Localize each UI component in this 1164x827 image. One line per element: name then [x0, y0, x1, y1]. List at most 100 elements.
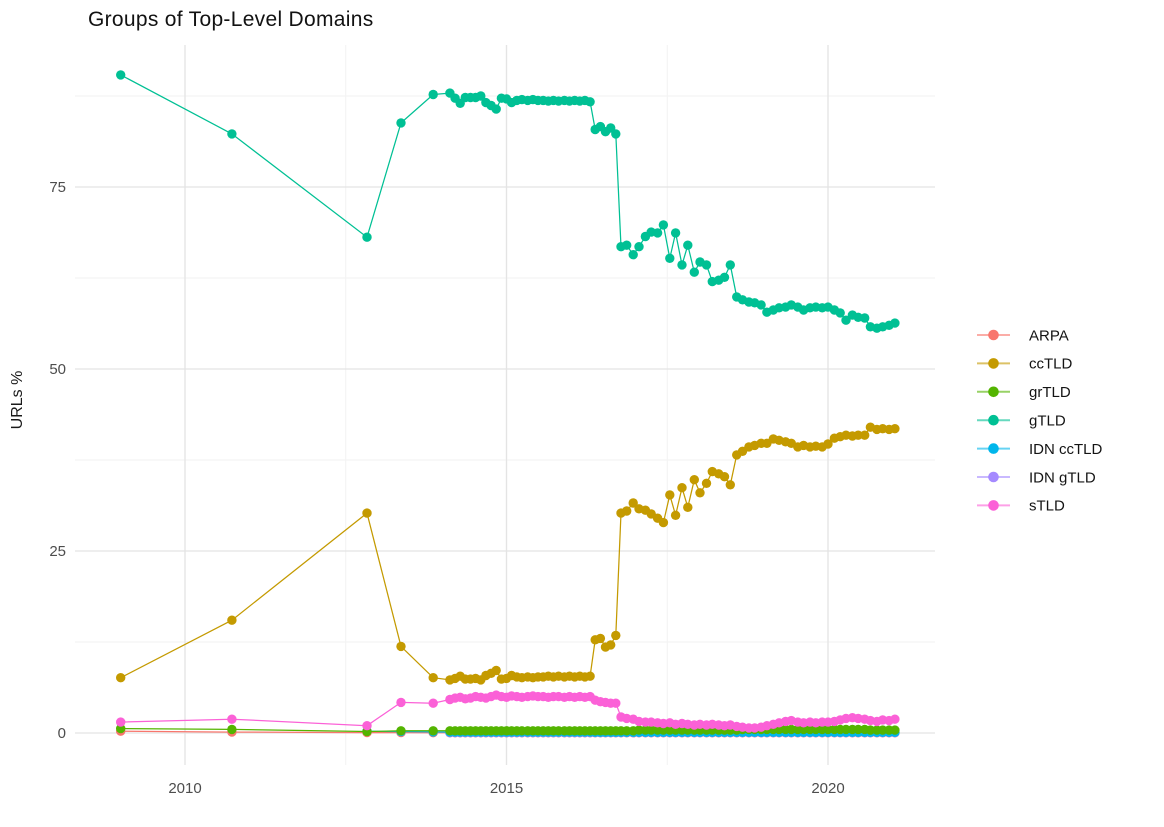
data-point	[491, 104, 501, 114]
data-point	[606, 640, 616, 650]
data-point	[396, 726, 406, 736]
gridlines	[75, 45, 935, 765]
data-point	[585, 671, 595, 681]
legend-key-point	[988, 414, 999, 426]
data-point	[670, 510, 681, 520]
legend-item-stld: sTLD	[977, 498, 1065, 515]
data-point	[116, 723, 126, 734]
data-point	[428, 673, 438, 683]
data-point	[786, 724, 796, 735]
data-point	[116, 717, 126, 727]
data-point	[670, 228, 681, 238]
data-point	[622, 726, 632, 736]
data-point	[428, 726, 438, 736]
data-point	[611, 129, 621, 139]
series-stld	[116, 690, 900, 733]
legend-item-gtld: gTLD	[977, 413, 1066, 430]
data-point	[658, 220, 669, 230]
data-point	[890, 725, 900, 735]
data-point	[689, 475, 699, 485]
data-point	[890, 424, 900, 434]
data-point	[396, 118, 406, 128]
data-point	[227, 129, 237, 139]
data-point	[860, 430, 870, 440]
data-point	[362, 721, 372, 731]
data-series	[116, 70, 900, 738]
data-point	[853, 724, 863, 735]
data-point	[362, 508, 372, 518]
data-point	[628, 250, 638, 260]
data-point	[701, 260, 712, 270]
x-axis-tick-labels: 2010 2015 2020	[168, 780, 844, 797]
data-point	[890, 318, 900, 328]
data-point	[835, 308, 845, 318]
data-point	[491, 665, 501, 676]
data-point	[719, 272, 730, 282]
data-point	[725, 480, 735, 490]
data-point	[595, 633, 606, 644]
legend-item-cctld: ccTLD	[977, 356, 1073, 373]
series-line-gtld	[120, 74, 896, 329]
legend-item-idn-cctld: IDN ccTLD	[977, 441, 1103, 458]
data-point	[658, 517, 669, 528]
legend: ARPA ccTLD grTLD gTLD IDN ccTLD IDN gTLD sTLD	[977, 327, 1103, 515]
legend-key-point	[988, 500, 999, 511]
y-tick-label: 50	[49, 361, 66, 378]
data-point	[227, 615, 237, 625]
data-point	[683, 502, 693, 512]
legend-item-idn-gtld: IDN gTLD	[977, 469, 1096, 486]
legend-item-label: grTLD	[1029, 384, 1071, 401]
data-point	[622, 240, 632, 250]
data-point	[611, 630, 621, 641]
legend-key-point	[988, 471, 999, 483]
data-point	[719, 472, 730, 482]
data-point	[428, 698, 438, 708]
data-point	[665, 490, 675, 500]
y-axis-tick-labels: 0 25 50 75	[49, 179, 66, 742]
series-grtld	[116, 723, 900, 737]
data-point	[227, 724, 237, 735]
chart-title: Groups of Top-Level Domains	[88, 8, 374, 31]
x-tick-label: 2010	[168, 780, 201, 797]
legend-item-label: ccTLD	[1029, 356, 1073, 373]
series-gtld	[116, 70, 900, 333]
data-point	[428, 89, 438, 100]
data-point	[396, 697, 406, 708]
data-point	[622, 506, 632, 516]
legend-item-arpa: ARPA	[977, 327, 1069, 344]
y-tick-label: 0	[58, 725, 66, 742]
legend-key-point	[988, 443, 999, 454]
x-tick-label: 2015	[490, 780, 523, 797]
series-cctld	[116, 422, 900, 685]
legend-item-label: IDN ccTLD	[1029, 441, 1103, 458]
data-point	[695, 488, 705, 498]
data-point	[853, 430, 863, 440]
legend-key-point	[988, 329, 999, 341]
legend-item-label: ARPA	[1029, 327, 1069, 344]
data-point	[865, 725, 876, 735]
data-point	[683, 240, 693, 250]
data-point	[634, 242, 644, 252]
legend-item-label: sTLD	[1029, 498, 1065, 515]
data-point	[756, 300, 766, 310]
data-point	[227, 714, 237, 724]
data-point	[890, 714, 900, 724]
x-tick-label: 2020	[811, 780, 844, 797]
data-point	[628, 498, 638, 508]
data-point	[585, 97, 595, 107]
data-point	[725, 260, 735, 270]
data-point	[611, 698, 621, 708]
y-tick-label: 25	[49, 543, 66, 560]
legend-key-point	[988, 386, 999, 398]
data-point	[362, 232, 372, 242]
legend-key-point	[988, 358, 999, 369]
data-point	[677, 483, 687, 493]
y-tick-label: 75	[49, 179, 66, 196]
y-axis-title: URLs %	[9, 371, 26, 430]
data-point	[841, 315, 851, 325]
data-point	[701, 478, 712, 488]
data-point	[396, 641, 406, 652]
data-point	[689, 267, 699, 277]
data-point	[665, 253, 675, 263]
